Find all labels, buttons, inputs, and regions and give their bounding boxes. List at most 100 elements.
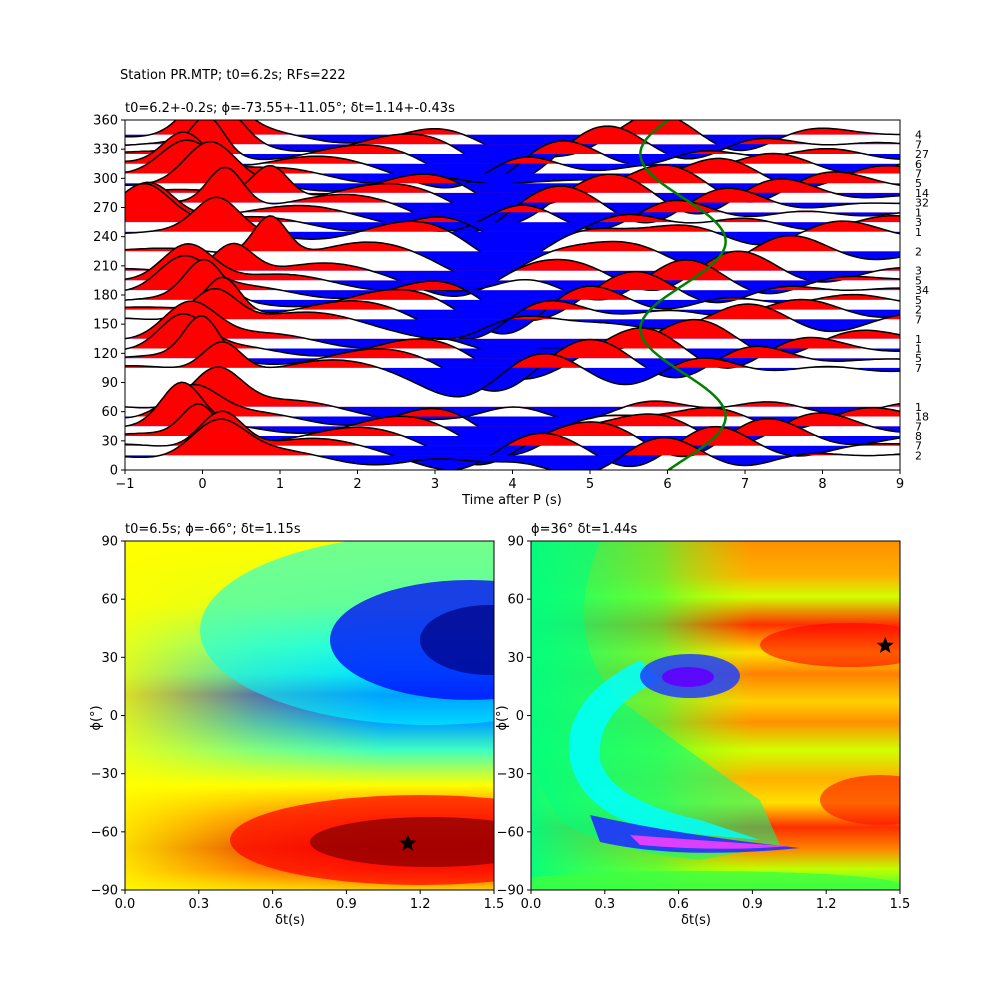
rf-trace-line <box>125 366 900 421</box>
left-y-axis-label: ϕ(°) <box>89 705 104 730</box>
rf-trace-count: 7 <box>915 440 922 453</box>
right-x-tick-label: 0.9 <box>742 897 763 912</box>
rf-trace-count: 5 <box>915 177 922 190</box>
receiver-function-panel: t0=6.2+-0.2s; ϕ=-73.55+-11.05°; δt=1.14+… <box>93 101 929 508</box>
rf-trace-negative-fill <box>318 173 851 188</box>
figure-suptitle: Station PR.MTP; t0=6.2s; RFs=222 <box>120 68 346 83</box>
rf-trace-line <box>125 181 900 232</box>
rf-trace-count: 7 <box>915 138 922 151</box>
rf-trace-count: 2 <box>915 304 922 317</box>
rf-trace-count: 7 <box>915 313 922 326</box>
right-heatmap-red-zone-lower <box>820 775 900 825</box>
rf-trace-line <box>125 287 900 341</box>
rf-trace-positive-fill <box>125 167 778 203</box>
left-y-tick-label: −30 <box>91 767 118 782</box>
left-axis-ticks: 0.0 0.3 0.6 0.9 1.2 1.5 −90 −60 −30 0 30 60 90 <box>91 535 505 913</box>
rf-trace-positive-fill <box>160 419 900 456</box>
rf-trace-count: 5 <box>915 294 922 307</box>
rf-trace-negative-fill <box>161 270 878 297</box>
rf-trace-line <box>125 258 900 335</box>
rf-trace-count: 34 <box>915 284 929 297</box>
rf-trace-positive-fill <box>125 243 900 281</box>
rf-trace-line <box>125 341 900 398</box>
rf-y-tick-label: 60 <box>101 405 118 420</box>
rf-trace-count: 3 <box>915 216 922 229</box>
rf-y-tick-label: 240 <box>93 230 118 245</box>
rf-trace-count: 5 <box>915 352 922 365</box>
rf-y-tick-label: 30 <box>101 434 118 449</box>
rf-trace-negative-fill <box>299 222 855 245</box>
rf-trace-count: 8 <box>915 430 922 443</box>
rf-x-tick-label: −1 <box>115 477 134 492</box>
right-x-tick-label: 0.3 <box>594 897 615 912</box>
rf-trace-count: 2 <box>915 449 922 462</box>
right-y-tick-label: −90 <box>497 884 524 899</box>
right-heatmap-red-zone-upper <box>760 623 900 667</box>
rf-trace-count: 3 <box>915 265 922 278</box>
rf-trace-negative-fill <box>125 406 900 420</box>
right-x-tick-label: 0.0 <box>521 897 542 912</box>
right-y-axis-label: ϕ(°) <box>495 705 510 730</box>
rf-trace-negative-fill <box>198 212 900 232</box>
rf-y-tick-label: 270 <box>93 201 118 216</box>
right-x-tick-label: 0.6 <box>668 897 689 912</box>
rf-y-tick-label: 180 <box>93 289 118 304</box>
rf-trace-negative-fill <box>153 445 855 470</box>
left-best-fit-star-icon <box>399 834 417 851</box>
left-x-tick-label: 1.2 <box>410 897 431 912</box>
right-heatmap-cyan-arc <box>568 660 760 840</box>
rf-trace-count: 1 <box>915 401 922 414</box>
right-x-tick-label: 1.5 <box>890 897 911 912</box>
rf-trace-positive-fill <box>125 215 900 252</box>
rf-trace-negative-fill <box>125 134 790 158</box>
rf-trace-negative-fill <box>258 309 900 339</box>
right-y-tick-label: −30 <box>497 767 524 782</box>
rf-x-tick-label: 1 <box>276 477 284 492</box>
rf-x-tick-label: 5 <box>586 477 594 492</box>
rf-x-tick-label: 2 <box>353 477 361 492</box>
right-y-tick-label: 30 <box>507 651 524 666</box>
rf-trace-line <box>125 276 900 340</box>
left-x-tick-label: 0.0 <box>115 897 136 912</box>
rf-trace-count: 1 <box>915 206 922 219</box>
left-y-tick-label: 0 <box>110 709 118 724</box>
rf-trace-line <box>125 418 900 470</box>
rf-trace-line <box>125 242 900 297</box>
rf-x-tick-label: 8 <box>818 477 826 492</box>
left-x-tick-label: 1.5 <box>484 897 505 912</box>
rf-trace-count: 6 <box>915 158 922 171</box>
rf-x-tick-label: 9 <box>896 477 904 492</box>
fast-axis-model-curve <box>639 120 727 470</box>
right-y-tick-label: −60 <box>497 825 524 840</box>
rf-trace-line <box>125 243 900 301</box>
left-y-tick-label: 30 <box>101 651 118 666</box>
rf-trace-negative-fill <box>125 319 900 340</box>
right-x-axis-label: δt(s) <box>681 913 711 928</box>
rf-trace-positive-fill <box>125 140 900 174</box>
rf-trace-positive-fill <box>125 411 900 446</box>
rf-trace-count: 32 <box>915 197 929 210</box>
rf-trace-count: 5 <box>915 274 922 287</box>
right-heatmap-green-bottom <box>531 871 900 890</box>
rf-y-tick-label: 360 <box>93 114 118 129</box>
rf-trace-line <box>125 410 900 470</box>
left-x-tick-label: 0.9 <box>336 897 357 912</box>
rf-panel-title: t0=6.2+-0.2s; ϕ=-73.55+-11.05°; δt=1.14+… <box>125 101 455 116</box>
right-y-tick-label: 0 <box>516 709 524 724</box>
rf-y-tick-label: 210 <box>93 259 118 274</box>
energy-grid-right-panel: ϕ=36° δt=1.44s 0.0 0.3 0.6 0.9 1.2 1.5 −90 −60 −… <box>495 522 911 928</box>
right-x-tick-label: 1.2 <box>816 897 837 912</box>
rf-y-tick-label: 0 <box>110 464 118 479</box>
left-heatmap-blue-zone <box>330 580 494 700</box>
left-x-tick-label: 0.6 <box>262 897 283 912</box>
rf-trace-positive-fill <box>125 341 850 368</box>
rf-trace-negative-fill <box>125 455 900 470</box>
rf-trace-count: 7 <box>915 362 922 375</box>
rf-trace-negative-fill <box>233 435 900 465</box>
right-y-tick-label: 90 <box>507 535 524 550</box>
left-y-tick-label: 90 <box>101 535 118 550</box>
left-panel-title: t0=6.5s; ϕ=-66°; δt=1.15s <box>125 522 301 537</box>
right-y-tick-label: 60 <box>507 593 524 608</box>
